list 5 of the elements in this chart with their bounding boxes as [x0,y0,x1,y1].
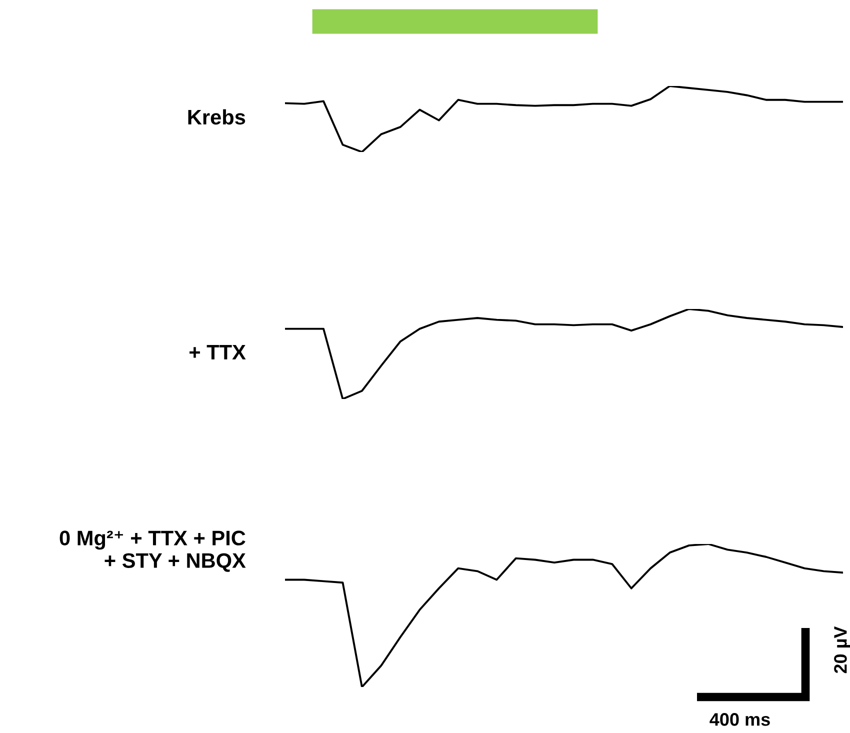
y-axis-title: + TTX [190,345,246,360]
annotation: 20 µV [834,626,850,674]
y-axis-title: 0 Mg²⁺ + TTX + PIC + STY + NBQX [60,530,246,572]
text: 400 ms [710,713,770,726]
y-axis-title: Krebs [188,109,246,125]
